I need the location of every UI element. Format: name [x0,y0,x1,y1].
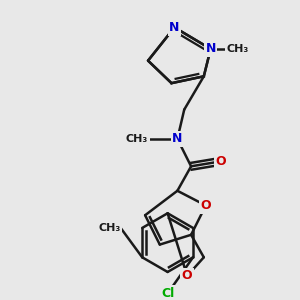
Text: CH₃: CH₃ [98,223,121,233]
Text: O: O [200,199,211,212]
Text: O: O [215,155,226,168]
Text: CH₃: CH₃ [227,44,249,54]
Text: N: N [169,21,180,34]
Text: O: O [182,269,193,282]
Text: N: N [172,132,183,146]
Text: CH₃: CH₃ [126,134,148,144]
Text: Cl: Cl [161,287,174,300]
Text: N: N [206,42,216,56]
